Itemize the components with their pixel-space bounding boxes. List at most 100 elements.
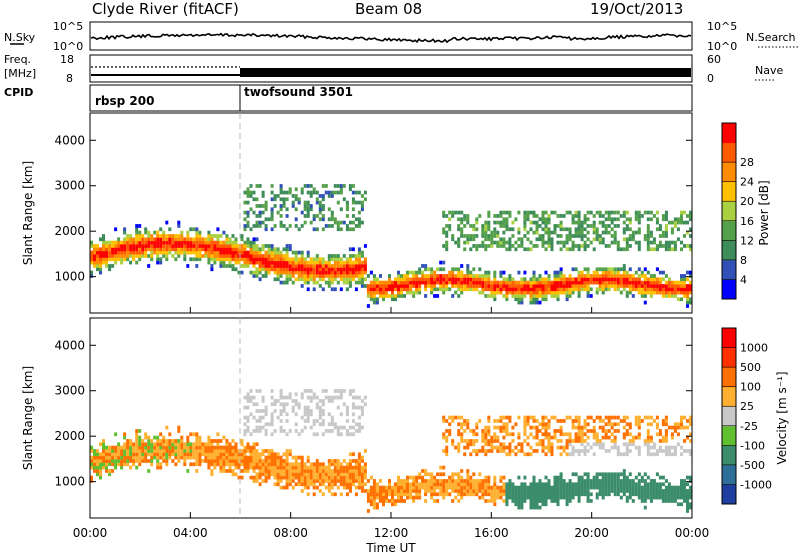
power-cell (622, 270, 626, 275)
power-cell (451, 234, 455, 238)
velocity-cell (144, 449, 148, 453)
velocity-cell (303, 425, 307, 430)
velocity-cell (683, 425, 687, 430)
power-cell (372, 274, 376, 278)
power-cell (586, 210, 590, 215)
velocity-cell (652, 452, 656, 457)
velocity-cell (616, 452, 620, 457)
power-cell (174, 244, 178, 248)
velocity-cell (517, 449, 521, 453)
velocity-cell (126, 442, 130, 447)
power-cell (415, 277, 419, 282)
velocity-cell (640, 419, 644, 423)
power-cell (499, 284, 503, 288)
velocity-cell (96, 472, 100, 477)
power-cell (195, 254, 199, 258)
velocity-cell (159, 462, 163, 467)
power-cell (360, 280, 364, 285)
velocity-cell (339, 395, 343, 400)
velocity-cell (96, 455, 100, 460)
velocity-cell (240, 475, 244, 480)
power-cell (258, 250, 262, 255)
velocity-cell (601, 475, 605, 480)
velocity-cell (664, 492, 668, 497)
power-cell (397, 274, 401, 278)
power-cell (102, 254, 106, 258)
velocity-cell (535, 485, 539, 490)
power-cell (336, 200, 340, 205)
velocity-cell (288, 429, 292, 433)
power-cell (529, 290, 533, 295)
power-cell (363, 197, 367, 202)
velocity-cell (451, 489, 455, 493)
power-cell (607, 244, 611, 248)
power-cell (439, 287, 443, 292)
velocity-cell (255, 472, 259, 477)
velocity-cell (294, 462, 298, 467)
velocity-cell (285, 475, 289, 480)
velocity-cell (282, 395, 286, 400)
velocity-cell (686, 425, 690, 430)
velocity-cell (246, 429, 250, 433)
velocity-cell (448, 422, 452, 427)
power-cell (225, 250, 229, 255)
velocity-cell (321, 475, 325, 480)
velocity-cell (306, 412, 310, 417)
power-cell (673, 244, 677, 248)
velocity-cell (541, 425, 545, 430)
velocity-cell (138, 449, 142, 453)
power-cell (664, 230, 668, 235)
power-cell (300, 267, 304, 272)
velocity-cell (646, 435, 650, 440)
power-cell (123, 247, 127, 252)
power-cell (493, 230, 497, 235)
power-cell (649, 274, 653, 278)
power-cell (526, 280, 530, 285)
velocity-cell (415, 482, 419, 487)
velocity-cell (294, 455, 298, 460)
velocity-cell (330, 419, 334, 423)
velocity-cell (183, 462, 187, 467)
power-cell (484, 277, 488, 282)
power-cell (544, 287, 548, 292)
velocity-cell (664, 445, 668, 450)
power-cell (595, 277, 599, 282)
velocity-cell (511, 495, 515, 500)
power-cell (445, 277, 449, 282)
power-cell (330, 264, 334, 268)
velocity-cell (246, 425, 250, 430)
power-cell (436, 294, 440, 298)
power-cell (306, 204, 310, 208)
power-cell (619, 290, 623, 295)
velocity-cell (529, 452, 533, 457)
power-cell (297, 277, 301, 282)
power-cell (670, 247, 674, 252)
velocity-cell (231, 472, 235, 477)
power-cell (490, 294, 494, 298)
velocity-cell (673, 429, 677, 433)
velocity-cell (655, 492, 659, 497)
velocity-cell (490, 449, 494, 453)
velocity-cell (517, 502, 521, 507)
power-cell (673, 217, 677, 222)
velocity-cell (616, 422, 620, 427)
power-cell (108, 240, 112, 245)
power-cell (526, 210, 530, 215)
velocity-cell (336, 389, 340, 393)
power-cell (345, 277, 349, 282)
velocity-cell (622, 469, 626, 473)
power-cell (315, 227, 319, 232)
power-cell (369, 270, 373, 275)
power-cell (541, 287, 545, 292)
power-cell (532, 210, 536, 215)
power-cell (165, 254, 169, 258)
power-cell (683, 210, 687, 215)
power-cell (324, 264, 328, 268)
power-cell (123, 237, 127, 242)
power-cell (658, 280, 662, 285)
power-cell (333, 267, 337, 272)
power-cell (508, 290, 512, 295)
power-cell (409, 284, 413, 288)
power-cell (207, 254, 211, 258)
velocity-cell (174, 445, 178, 450)
